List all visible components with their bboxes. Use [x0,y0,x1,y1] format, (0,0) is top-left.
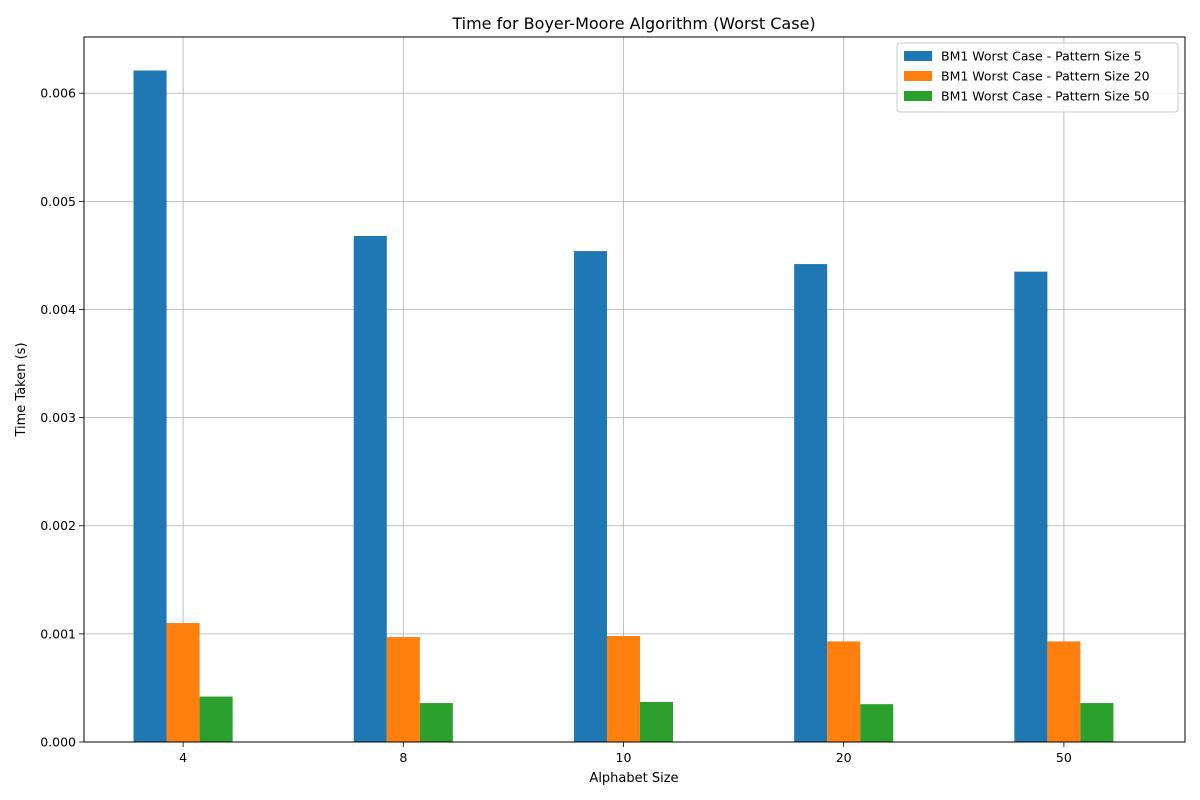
bar [794,264,828,742]
x-tick-label: 50 [1056,750,1072,765]
bar [386,637,420,742]
x-axis-label: Alphabet Size [589,771,678,786]
x-tick-label: 8 [399,750,407,765]
legend-label: BM1 Worst Case - Pattern Size 5 [941,49,1142,64]
bar [166,623,200,742]
bar [419,703,453,742]
y-tick-label: 0.005 [40,194,76,209]
bar [133,70,167,742]
y-axis-label: Time Taken (s) [14,342,29,437]
bar [199,696,233,742]
legend-box [896,42,1179,113]
legend-label: BM1 Worst Case - Pattern Size 50 [941,89,1150,104]
bars [133,70,1114,742]
y-tick-label: 0.003 [40,410,76,425]
plot-frame [83,36,1186,743]
bar [860,704,894,742]
x-tick-label: 10 [616,750,632,765]
chart-title: Time for Boyer-Moore Algorithm (Worst Ca… [451,14,815,33]
legend-label: BM1 Worst Case - Pattern Size 20 [941,69,1150,84]
y-tick-label: 0.002 [40,518,76,533]
bar [1047,641,1081,742]
bar [606,636,641,742]
y-tick-label: 0.006 [40,86,76,101]
axis-ticks: 0.000 0.001 0.002 0.003 0.004 0.005 0.006 4 8 10 2… [40,86,1072,765]
x-tick-label: 20 [836,750,852,765]
bar [640,701,674,742]
bar [827,641,861,742]
bar [1080,703,1114,742]
y-tick-label: 0.001 [40,626,76,641]
legend: BM1 Worst Case - Pattern Size 5 BM1 Worst… [896,42,1179,113]
legend-swatch [904,71,932,81]
x-tick-label: 4 [179,750,187,765]
grid-lines [84,37,1185,743]
legend-swatch [904,91,932,101]
bar [353,235,387,742]
y-tick-label: 0.000 [40,735,76,750]
bar [1014,271,1048,742]
legend-swatch [904,51,932,61]
y-tick-label: 0.004 [40,302,76,317]
bar [573,251,607,742]
